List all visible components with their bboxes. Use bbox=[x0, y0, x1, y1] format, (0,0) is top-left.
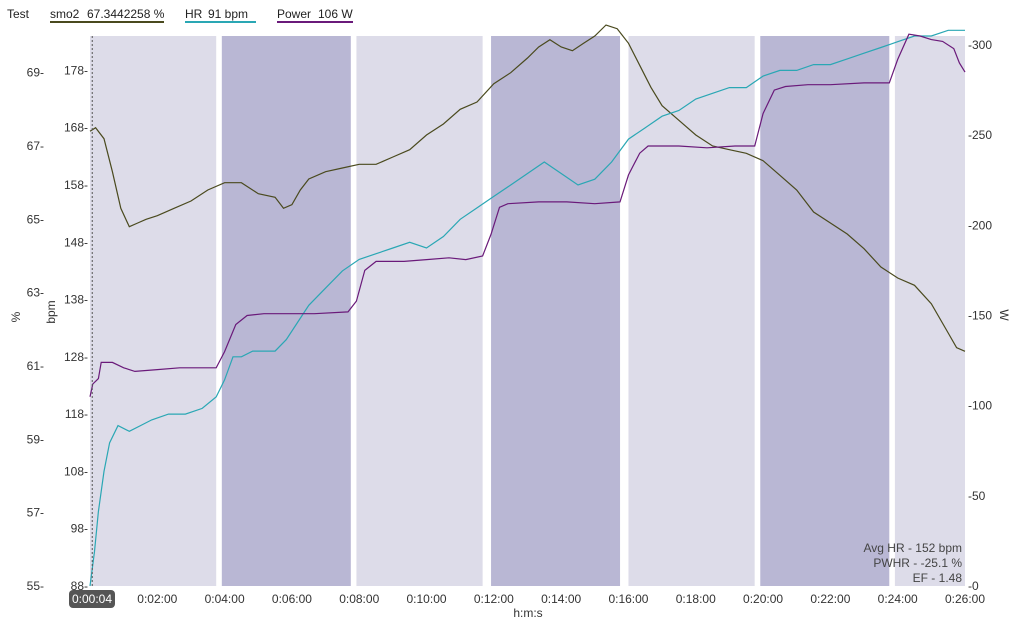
legend-hr-label: HR bbox=[185, 7, 203, 21]
smo2-tick-label: 65- bbox=[27, 212, 44, 226]
cursor-time-badge: 0:00:04 bbox=[69, 590, 115, 608]
hr-tick-label: 98- bbox=[71, 522, 88, 536]
interval-band-2 bbox=[221, 36, 351, 586]
hr-axis-label: bpm bbox=[44, 300, 58, 323]
smo2-tick-label: 69- bbox=[27, 66, 44, 80]
hr-tick-label: 178- bbox=[64, 63, 88, 77]
power-tick-label: -150 bbox=[968, 309, 992, 323]
x-tick-label: 0:18:00 bbox=[676, 592, 716, 606]
interval-band-4 bbox=[491, 36, 621, 586]
smo2-tick-label: 59- bbox=[27, 432, 44, 446]
stat-ef: EF - 1.48 bbox=[913, 571, 963, 585]
series-lines bbox=[89, 24, 966, 587]
stat-pwhr: PWHR - -25.1 % bbox=[873, 556, 962, 570]
axes: 69- 67- 65- 63- 61- 59- 57- 55- 178- 168- 158- 148-… bbox=[27, 38, 993, 606]
stat-avg-hr: Avg HR - 152 bpm bbox=[864, 541, 963, 555]
smo2-tick-label: 61- bbox=[27, 359, 44, 373]
x-axis-label: h:m:s bbox=[513, 606, 542, 620]
x-tick-label: 0:04:00 bbox=[205, 592, 245, 606]
interval-band-1 bbox=[90, 36, 217, 586]
x-tick-label: 0:12:00 bbox=[474, 592, 514, 606]
smo2-tick-label: 57- bbox=[27, 506, 44, 520]
x-tick-label: 0:06:00 bbox=[272, 592, 312, 606]
hr-tick-label: 108- bbox=[64, 464, 88, 478]
hr-tick-label: 148- bbox=[64, 235, 88, 249]
smo2-axis-label: % bbox=[9, 311, 23, 322]
series-smo2-line bbox=[89, 24, 966, 352]
legend-power-value: 106 W bbox=[318, 7, 353, 21]
hr-tick-label: 168- bbox=[64, 121, 88, 135]
x-tick-label: 0:20:00 bbox=[743, 592, 783, 606]
cursor-badge-bg bbox=[69, 590, 115, 608]
legend: Test smo2 67.3442258 % HR 91 bpm Power 1… bbox=[7, 7, 353, 23]
power-tick-label: -0 bbox=[968, 579, 979, 593]
x-tick-label: 0:14:00 bbox=[541, 592, 581, 606]
power-tick-label: -300 bbox=[968, 38, 992, 52]
interval-band-3 bbox=[356, 36, 483, 586]
power-tick-label: -50 bbox=[968, 489, 986, 503]
x-tick-label: 0:26:00 bbox=[945, 592, 985, 606]
power-axis-label: W bbox=[997, 309, 1011, 321]
cursor-time: 0:00:04 bbox=[72, 592, 112, 606]
interval-band-6 bbox=[760, 36, 890, 586]
series-hr-line bbox=[89, 29, 965, 587]
power-tick-label: -100 bbox=[968, 399, 992, 413]
hr-tick-label: 118- bbox=[65, 407, 88, 421]
smo2-tick-label: 67- bbox=[27, 139, 44, 153]
legend-hr-value: 91 bpm bbox=[208, 7, 248, 21]
hr-tick-label: 138- bbox=[64, 293, 88, 307]
x-tick-label: 0:24:00 bbox=[878, 592, 918, 606]
x-tick-label: 0:02:00 bbox=[137, 592, 177, 606]
interval-bands bbox=[90, 36, 965, 586]
hr-tick-label: 158- bbox=[64, 178, 88, 192]
power-tick-label: -200 bbox=[968, 218, 992, 232]
legend-smo2-label: smo2 bbox=[50, 7, 80, 21]
x-tick-label: 0:08:00 bbox=[339, 592, 379, 606]
x-tick-label: 0:22:00 bbox=[810, 592, 850, 606]
power-tick-label: -250 bbox=[968, 128, 992, 142]
legend-smo2-value: 67.3442258 % bbox=[87, 7, 165, 21]
x-tick-label: 0:16:00 bbox=[608, 592, 648, 606]
interval-band-5 bbox=[628, 36, 755, 586]
x-tick-label: 0:10:00 bbox=[407, 592, 447, 606]
smo2-tick-label: 63- bbox=[27, 286, 44, 300]
smo2-tick-label: 55- bbox=[27, 579, 44, 593]
hr-tick-label: 88- bbox=[71, 579, 88, 593]
interval-band-7 bbox=[894, 36, 965, 586]
stats-panel: Avg HR - 152 bpm PWHR - -25.1 % EF - 1.4… bbox=[864, 541, 963, 585]
legend-title: Test bbox=[7, 7, 30, 21]
legend-power-label: Power bbox=[277, 7, 311, 21]
series-power-line bbox=[89, 33, 966, 397]
hr-tick-label: 128- bbox=[64, 350, 88, 364]
